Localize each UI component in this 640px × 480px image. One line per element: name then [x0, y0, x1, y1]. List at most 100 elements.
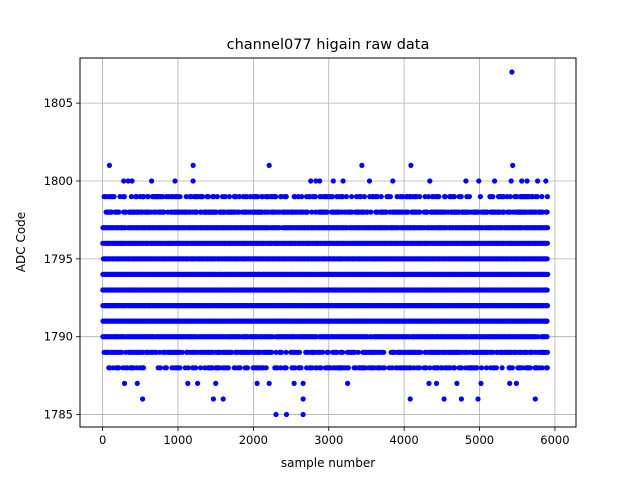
data-point — [476, 178, 482, 184]
x-tick-label: 3000 — [314, 433, 343, 447]
data-point — [283, 365, 289, 371]
x-tick-label: 1000 — [163, 433, 192, 447]
data-point — [508, 178, 514, 184]
data-point — [225, 365, 231, 371]
data-point — [190, 178, 196, 184]
data-point — [475, 396, 481, 402]
data-point — [299, 194, 305, 200]
data-point — [427, 365, 433, 371]
data-point — [359, 162, 365, 168]
data-point — [478, 380, 484, 386]
data-point — [474, 365, 480, 371]
data-point — [368, 209, 374, 215]
data-point — [129, 178, 135, 184]
data-point — [185, 380, 191, 386]
data-point — [340, 178, 346, 184]
data-point — [254, 380, 260, 386]
data-point — [298, 365, 304, 371]
chart-title: channel077 higain raw data — [227, 37, 430, 53]
data-point — [283, 349, 289, 355]
y-axis-label: ADC Code — [14, 212, 28, 272]
data-point — [539, 365, 545, 371]
data-point — [149, 178, 155, 184]
data-point — [308, 178, 314, 184]
data-point — [325, 349, 331, 355]
data-point — [509, 69, 515, 75]
data-point — [509, 365, 515, 371]
data-point — [427, 178, 433, 184]
data-point — [292, 365, 298, 371]
data-point — [216, 365, 222, 371]
data-point — [214, 194, 220, 200]
data-point — [107, 365, 113, 371]
data-point — [390, 178, 396, 184]
data-point — [121, 380, 128, 386]
data-point — [190, 162, 196, 168]
data-point — [545, 271, 551, 277]
data-point — [493, 365, 499, 371]
x-tick-label: 2000 — [239, 433, 268, 447]
y-tick-label: 1800 — [44, 174, 73, 188]
data-point — [490, 194, 496, 200]
data-point — [479, 365, 485, 371]
data-point — [454, 380, 460, 386]
data-point — [140, 396, 146, 402]
data-point — [283, 194, 289, 200]
data-point — [417, 365, 423, 371]
data-point — [273, 349, 279, 355]
x-tick-label: 0 — [99, 433, 106, 447]
data-point — [510, 162, 516, 168]
data-point — [340, 349, 346, 355]
data-point — [378, 194, 384, 200]
y-tick-label: 1795 — [44, 252, 73, 266]
data-point — [544, 334, 550, 340]
data-point — [345, 365, 351, 371]
data-point — [451, 194, 457, 200]
data-point — [477, 194, 483, 200]
data-point — [157, 365, 163, 371]
data-point — [273, 411, 279, 418]
data-point — [237, 365, 243, 371]
data-point — [527, 365, 533, 371]
data-point — [220, 396, 226, 402]
data-point — [366, 178, 373, 184]
data-point — [291, 380, 297, 386]
data-point — [279, 349, 285, 355]
data-point — [507, 380, 513, 386]
data-point — [195, 380, 201, 386]
x-tick-label: 4000 — [389, 433, 418, 447]
data-point — [106, 162, 112, 168]
x-axis-label: sample number — [281, 456, 375, 470]
data-point — [213, 380, 219, 386]
data-point — [349, 194, 355, 200]
data-point — [458, 396, 464, 402]
axis-ticks: 0 1000 2000 3000 4000 5000 6000 1785 1790 1795 180… — [44, 96, 570, 447]
data-points — [100, 69, 551, 418]
data-point — [229, 349, 235, 355]
data-point — [320, 349, 326, 355]
data-point — [483, 365, 489, 371]
data-point — [544, 349, 551, 355]
data-point — [544, 194, 551, 200]
data-point — [458, 194, 464, 200]
data-point — [387, 194, 393, 200]
data-point — [433, 380, 440, 386]
x-tick-label: 5000 — [465, 433, 494, 447]
data-point — [140, 365, 147, 371]
data-point — [244, 365, 251, 371]
data-point — [408, 162, 414, 168]
y-tick-label: 1805 — [44, 96, 73, 110]
data-point — [198, 365, 204, 371]
data-point — [361, 194, 367, 200]
data-point — [539, 194, 545, 200]
y-tick-label: 1785 — [44, 408, 73, 422]
data-point — [205, 194, 211, 200]
data-point — [544, 209, 550, 215]
data-point — [459, 365, 465, 371]
data-point — [544, 318, 550, 324]
data-point — [545, 225, 551, 231]
data-point — [544, 240, 551, 246]
data-point — [492, 178, 498, 184]
data-point — [466, 194, 472, 200]
